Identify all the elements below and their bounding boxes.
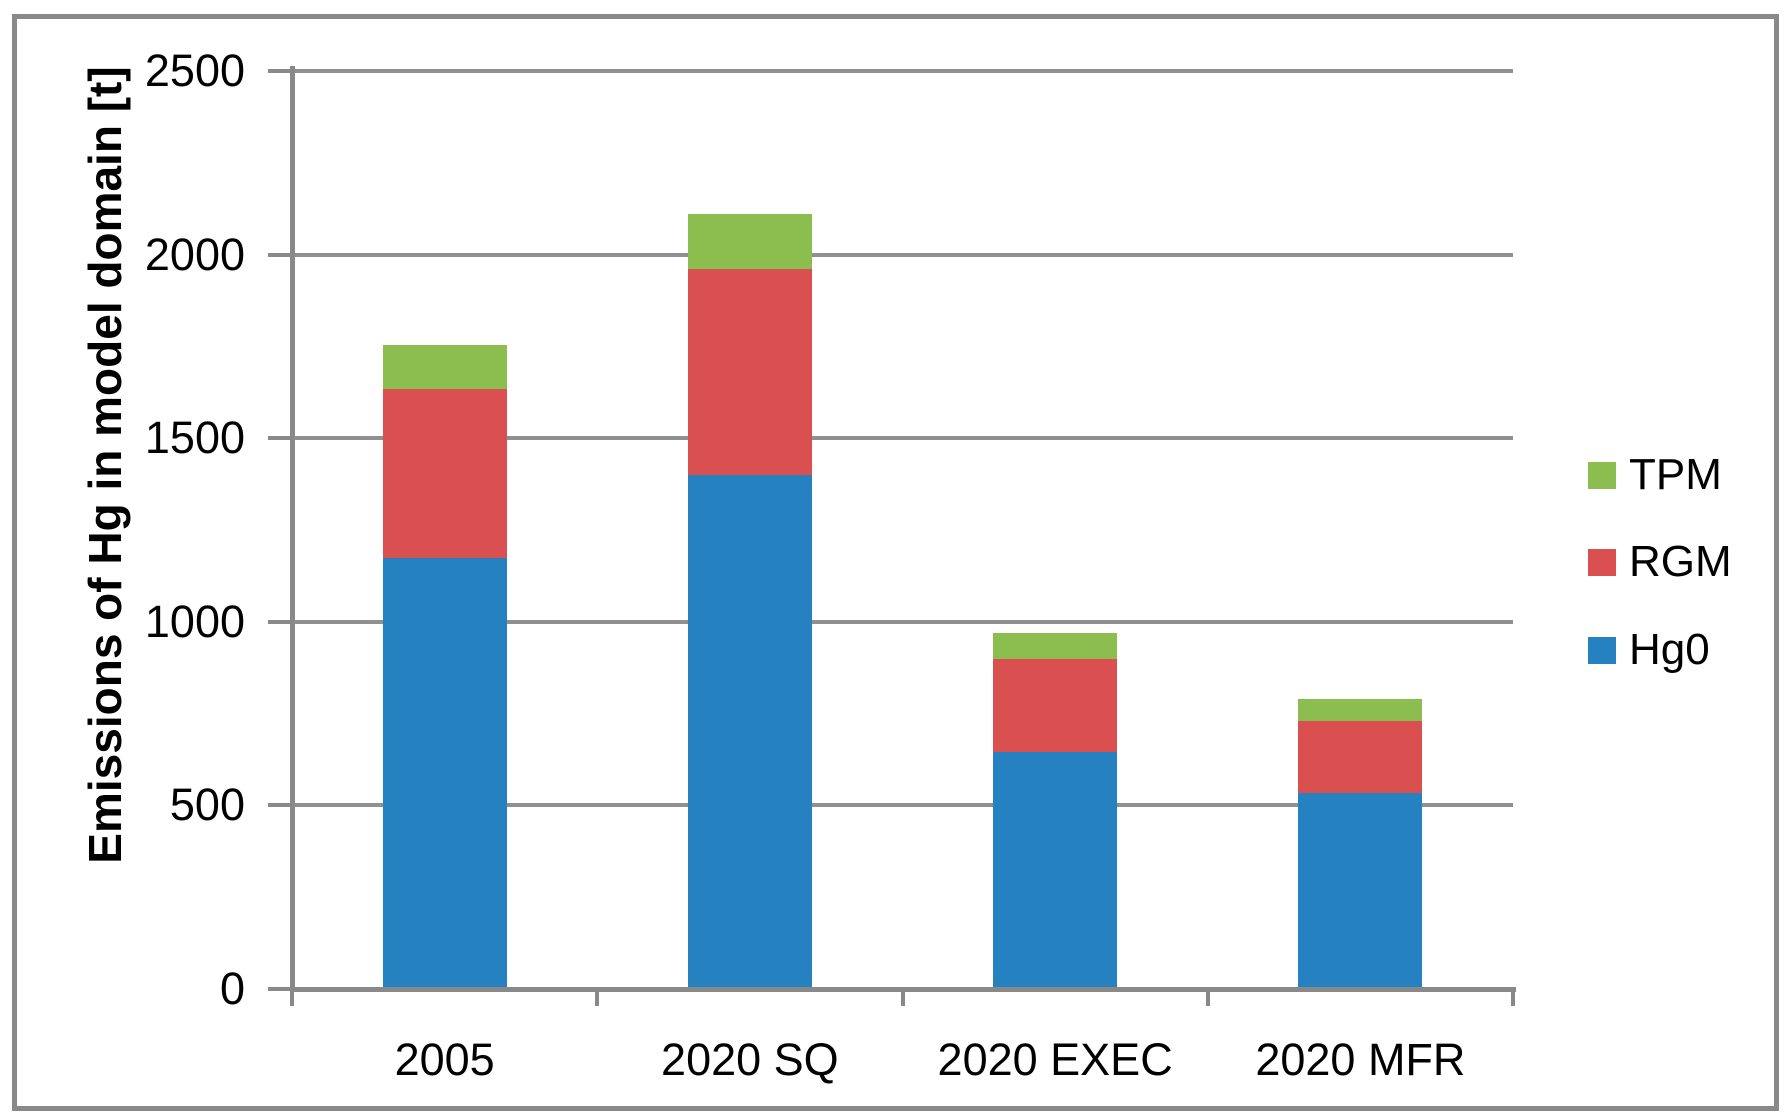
bar-2020-sq-tpm[interactable] <box>687 214 812 270</box>
legend-swatch-tpm <box>1588 461 1616 489</box>
y-tick-label-1000: 1000 <box>144 595 245 647</box>
bar-2020-exec-rgm[interactable] <box>993 658 1118 753</box>
x-category-label-2020-exec: 2020 EXEC <box>937 1034 1173 1085</box>
y-tick-0 <box>268 987 292 991</box>
bar-2020-exec-hg0[interactable] <box>993 752 1118 989</box>
gridline-500 <box>292 803 1513 808</box>
y-axis-line <box>290 66 295 992</box>
y-tick-label-500: 500 <box>169 779 245 831</box>
bar-2005-hg0[interactable] <box>382 557 507 989</box>
gridline-2500 <box>292 69 1513 73</box>
x-tick-1 <box>595 989 600 1006</box>
y-tick-label-0: 0 <box>219 963 245 1014</box>
bar-2020-mfr-hg0[interactable] <box>1298 792 1423 989</box>
y-axis-title: Emissions of Hg in model domain [t] <box>79 66 131 864</box>
x-category-label-2020-mfr: 2020 MFR <box>1255 1034 1466 1085</box>
legend-label-rgm: RGM <box>1629 537 1732 586</box>
legend-item-hg0[interactable]: Hg0 <box>1588 626 1710 674</box>
legend-label-hg0: Hg0 <box>1629 625 1710 674</box>
legend-item-tpm[interactable]: TPM <box>1588 451 1722 499</box>
gridline-2000 <box>292 252 1513 257</box>
y-tick-1000 <box>268 619 292 624</box>
bar-2020-mfr-rgm[interactable] <box>1298 720 1423 793</box>
legend-swatch-hg0 <box>1588 636 1616 664</box>
bar-2005-tpm[interactable] <box>382 344 507 389</box>
x-tick-4 <box>1511 989 1515 1006</box>
y-tick-1500 <box>268 436 292 441</box>
x-tick-3 <box>1205 989 1210 1006</box>
y-tick-label-2500: 2500 <box>144 45 245 96</box>
legend-label-tpm: TPM <box>1629 450 1722 499</box>
x-tick-0 <box>290 989 294 1006</box>
bar-2005-rgm[interactable] <box>382 388 507 558</box>
bar-2020-sq-rgm[interactable] <box>687 269 812 475</box>
y-tick-500 <box>268 803 292 808</box>
x-category-label-2005: 2005 <box>394 1034 495 1085</box>
bar-2020-mfr-tpm[interactable] <box>1298 698 1423 721</box>
bar-2020-exec-tpm[interactable] <box>993 632 1118 659</box>
gridline-1500 <box>292 436 1513 441</box>
x-category-label-2020-sq: 2020 SQ <box>661 1034 839 1085</box>
y-tick-2500 <box>268 69 292 73</box>
y-tick-2000 <box>268 252 292 257</box>
x-tick-2 <box>900 989 905 1006</box>
chart-outer-border <box>12 14 1779 1111</box>
y-tick-label-1500: 1500 <box>144 412 245 464</box>
y-tick-label-2000: 2000 <box>144 228 245 280</box>
gridline-1000 <box>292 619 1513 624</box>
bar-2020-sq-hg0[interactable] <box>687 474 812 989</box>
legend-item-rgm[interactable]: RGM <box>1588 538 1732 586</box>
legend-swatch-rgm <box>1588 548 1616 576</box>
